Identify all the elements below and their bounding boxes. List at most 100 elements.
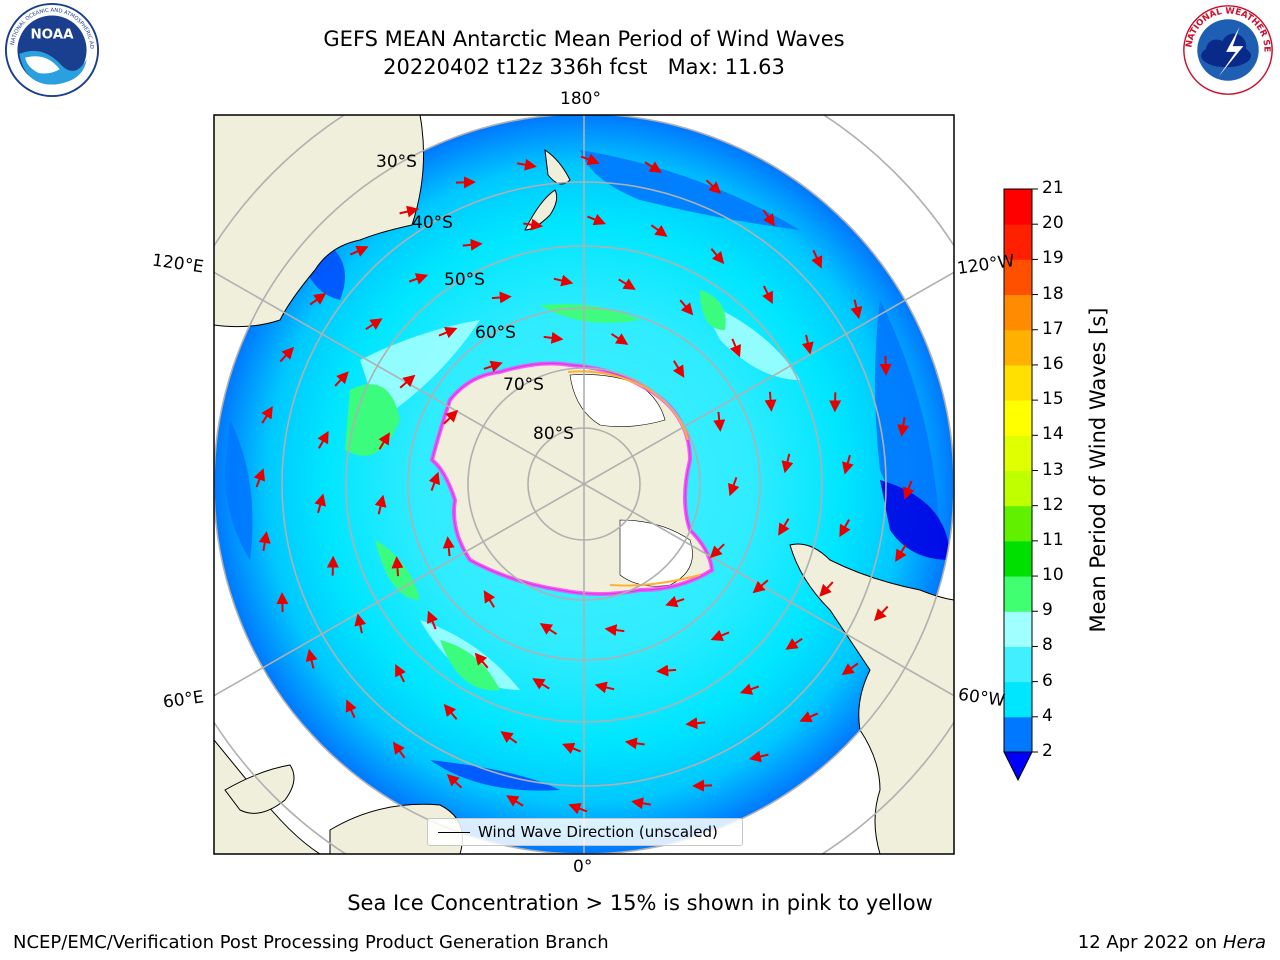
svg-text:NOAA: NOAA: [30, 27, 74, 42]
colorbar-segment: [1004, 435, 1032, 471]
colorbar-tick-label: 16: [1042, 353, 1064, 374]
wave-direction-arrow: [553, 274, 574, 287]
colorbar-title: Mean Period of Wind Waves [s]: [1086, 307, 1110, 633]
noaa-logo: NOAA NATIONAL OCEANIC AND ATMOSPHERIC AD…: [4, 2, 100, 98]
colorbar-tick-label: 11: [1042, 529, 1064, 550]
wave-direction-arrow: [305, 648, 318, 669]
lon-label-0: 0°: [573, 857, 593, 877]
wave-direction-arrow: [391, 556, 404, 577]
wave-direction-arrow: [500, 731, 518, 744]
colorbar-tick-label: 14: [1042, 424, 1064, 445]
wave-direction-arrow: [610, 333, 629, 345]
nws-logo: NATIONAL WEATHER SERVICE: [1178, 2, 1273, 95]
wave-direction-arrow: [354, 613, 367, 634]
colorbar-tick-label: 17: [1042, 318, 1064, 339]
wave-direction-arrow: [624, 737, 645, 750]
graticule: [214, 115, 954, 854]
colorbar-segment: [1004, 259, 1032, 296]
wave-direction-arrow: [839, 519, 851, 538]
colorbar-segment: [1004, 576, 1032, 612]
colorbar-segment: [1004, 189, 1032, 225]
wave-direction-arrow: [395, 663, 406, 683]
wave-direction-arrow: [841, 662, 859, 676]
wave-direction-arrow: [801, 334, 814, 355]
wave-direction-arrow: [665, 595, 685, 608]
wave-direction-arrow: [517, 158, 537, 171]
wave-direction-arrow: [710, 248, 725, 265]
sea-ice-note: Sea Ice Concentration > 15% is shown in …: [347, 891, 933, 915]
colorbar-tick-label: 10: [1042, 565, 1064, 586]
wave-direction-arrow: [618, 278, 636, 290]
title-line-2: 20220402 t12z 336h fcst Max: 11.63: [383, 55, 785, 79]
wave-direction-arrow: [523, 218, 544, 231]
wave-direction-arrow: [811, 249, 823, 269]
wave-direction-arrow: [365, 318, 383, 331]
lon-label-180: 180°: [560, 89, 601, 109]
colorbar-tick-label: 4: [1042, 705, 1053, 726]
wave-direction-arrow: [752, 579, 769, 594]
australia: [214, 115, 425, 328]
colorbar-segment: [1004, 505, 1032, 542]
wave-direction-arrow: [897, 417, 910, 437]
legend-label: Wind Wave Direction (unscaled): [478, 823, 718, 841]
wave-direction-arrow: [819, 581, 834, 597]
wave-direction-arrow: [378, 432, 390, 450]
legend-line-sample: [438, 832, 470, 833]
colorbar-segment: [1004, 224, 1032, 260]
wave-direction-arrow: [710, 629, 730, 641]
wave-direction-arrow: [506, 795, 524, 807]
colorbar-segment: [1004, 400, 1032, 436]
wave-direction-arrow: [644, 161, 662, 173]
colorbar-segment: [1004, 716, 1032, 753]
colorbar-tick-label: 2: [1042, 741, 1053, 761]
colorbar-tick-label: 21: [1042, 178, 1064, 198]
wave-direction-arrow: [580, 153, 600, 165]
wave-direction-arrow: [399, 374, 416, 389]
wave-direction-arrow: [253, 468, 265, 488]
wave-direction-arrow: [443, 703, 458, 720]
colorbar-tick-label: 15: [1042, 389, 1064, 410]
wave-direction-arrow: [713, 411, 726, 432]
colorbar-tick-label: 13: [1042, 459, 1064, 480]
wave-direction-arrow: [656, 664, 677, 677]
colorbar-tick-label: 6: [1042, 670, 1053, 691]
wave-direction-arrow: [785, 637, 803, 650]
colorbar-segment: [1004, 470, 1032, 507]
wave-direction-arrow: [729, 338, 741, 358]
wave-direction-arrow: [748, 750, 769, 763]
wave-direction-arrow: [728, 477, 740, 497]
wave-direction-arrow: [705, 179, 722, 195]
footer-host: Hera: [1222, 932, 1266, 953]
wave-direction-arrow: [562, 742, 581, 754]
wave-direction-arrow: [532, 678, 550, 690]
wave-direction-arrow: [483, 360, 503, 373]
wave-direction-arrow: [428, 471, 440, 491]
wave-direction-arrow: [568, 803, 588, 815]
wave-direction-arrow: [587, 214, 606, 226]
wave-direction-arrow: [279, 346, 295, 363]
wave-direction-arrow: [334, 371, 349, 387]
wave-direction-arrow: [604, 624, 625, 637]
wave-direction-arrow: [739, 683, 760, 695]
wave-direction-arrow: [672, 360, 685, 378]
wave-direction-arrow: [631, 797, 651, 810]
map-border: [213, 114, 955, 855]
footer-date-text: 12 Apr 2022 on: [1077, 932, 1223, 953]
wave-direction-arrow: [446, 773, 463, 789]
wave-direction-arrow: [491, 291, 512, 304]
colorbar: [1003, 188, 1038, 782]
wave-direction-arrow: [261, 406, 273, 424]
lat-label-50s: 50°S: [444, 270, 485, 290]
wave-direction-arrow: [309, 292, 327, 306]
wave-direction-arrow: [483, 590, 496, 608]
wave-direction-arrow: [799, 711, 819, 723]
wave-direction-arrow: [462, 238, 483, 251]
colorbar-segment: [1004, 681, 1032, 718]
wave-direction-arrow: [345, 699, 357, 719]
new-zealand-north: [544, 148, 571, 185]
colorbar-tick-label: 18: [1042, 283, 1064, 304]
wave-direction-arrow: [873, 605, 889, 622]
wave-direction-arrow: [679, 299, 694, 316]
wave-direction-arrow: [685, 717, 706, 730]
